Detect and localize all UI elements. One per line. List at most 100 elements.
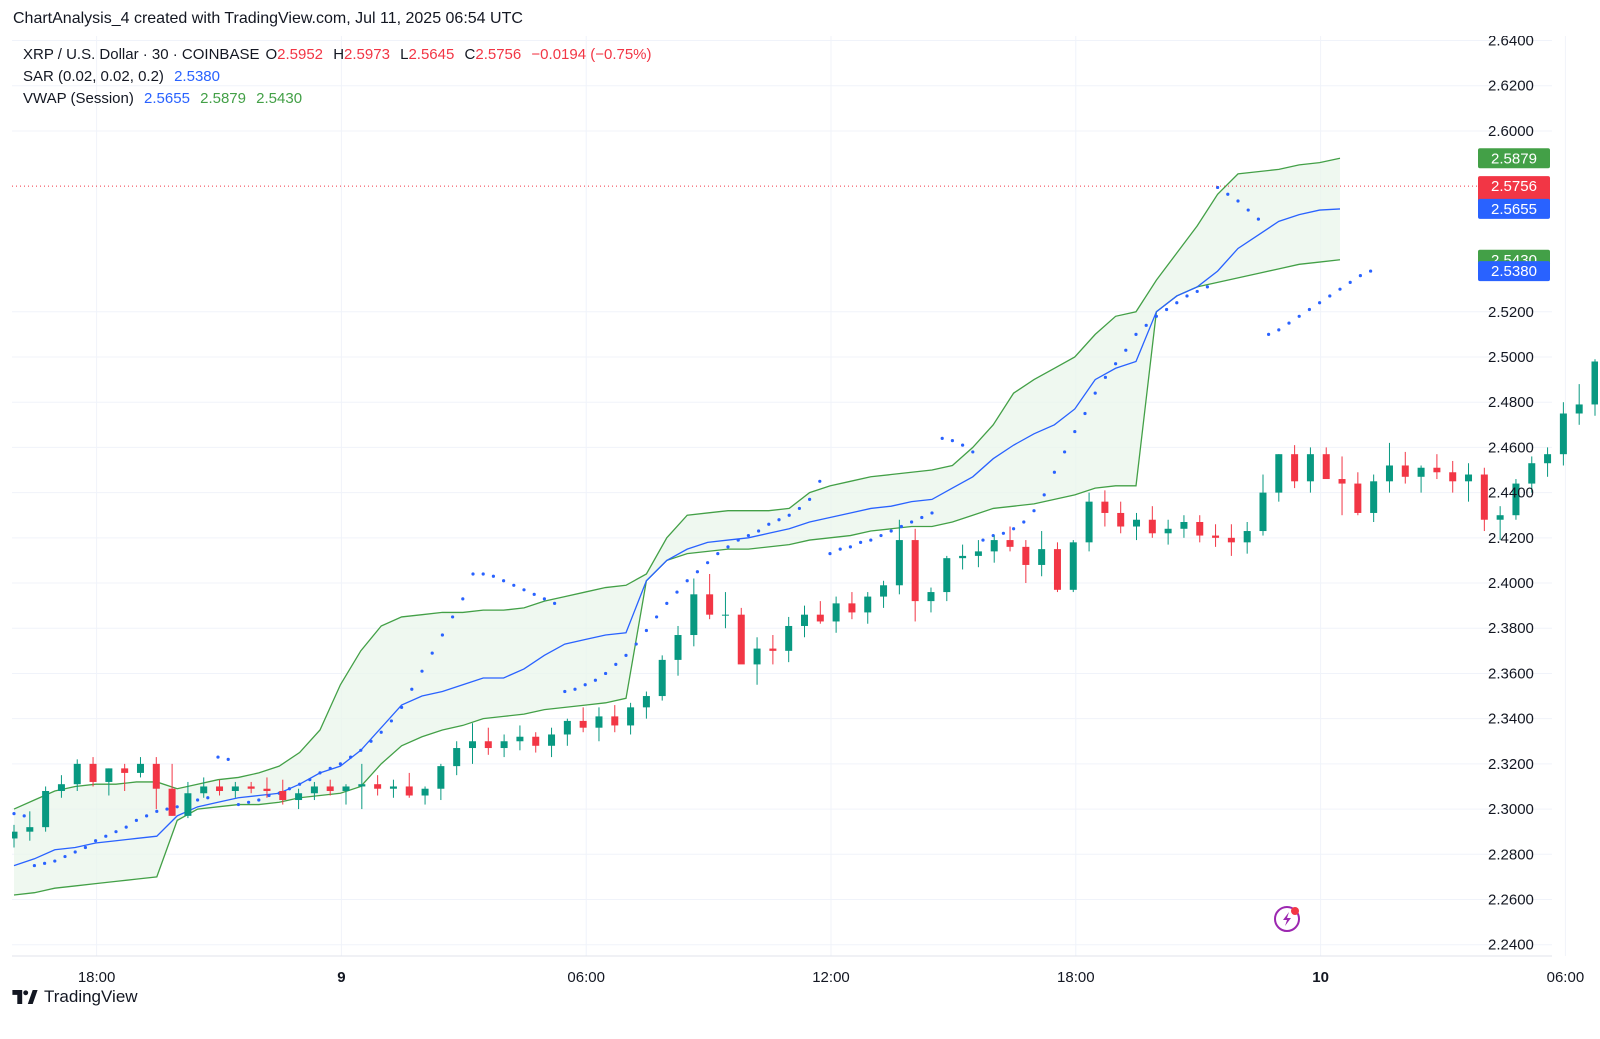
candle-body: [1227, 537, 1235, 543]
price-chart[interactable]: 2.2400 2.2600 2.2800 2.3000 2.3200 2.3400 2.36…: [12, 36, 1598, 996]
candle-body: [263, 788, 271, 791]
sar-dot: [1012, 527, 1016, 531]
candle-body: [468, 741, 476, 749]
sar-dot: [43, 861, 47, 865]
candle-body: [1306, 454, 1314, 482]
candle-body: [1022, 546, 1030, 565]
candle-body: [389, 786, 397, 789]
candle-body: [1196, 521, 1204, 536]
lightning-icon-bolt: [1283, 912, 1291, 926]
price-label-box: [1478, 198, 1550, 219]
candle-body: [1101, 501, 1109, 513]
sar-dot: [338, 762, 342, 766]
sar-dot: [1001, 531, 1006, 535]
candle-body: [1417, 467, 1425, 477]
candle-body: [1433, 467, 1441, 473]
sar-dot: [1297, 314, 1301, 318]
sar-dot: [308, 778, 312, 782]
sar-dot: [1073, 429, 1077, 434]
sar-dot: [695, 570, 700, 574]
candle-body: [1006, 540, 1014, 547]
sar-dot: [12, 811, 16, 816]
sar-dot: [1287, 321, 1291, 325]
candle-body: [548, 734, 556, 746]
sar-dot: [318, 771, 322, 775]
candle-body: [848, 603, 856, 613]
candle-body: [310, 786, 318, 794]
legend-vwap-label: VWAP (Session): [23, 90, 134, 107]
sar-dot: [879, 533, 883, 538]
price-tick-label: 2.3200: [1488, 756, 1534, 773]
candle-body: [1212, 535, 1220, 538]
sar-dot: [787, 513, 791, 517]
sar-dot: [53, 859, 57, 863]
sar-dot: [675, 590, 679, 594]
candle-body: [342, 786, 350, 791]
legend-close-label: C: [464, 46, 476, 63]
sar-dot: [287, 787, 291, 791]
legend-sar-row[interactable]: SAR (0.02, 0.02, 0.2) 2.5380: [23, 66, 658, 88]
sar-dot: [389, 719, 393, 723]
sar-dot: [298, 782, 302, 786]
candle-body: [516, 736, 524, 742]
sar-dot: [410, 687, 414, 691]
sar-dot: [1307, 307, 1311, 312]
candle-body: [737, 614, 745, 665]
candle-body: [1117, 512, 1125, 527]
sar-dot: [155, 809, 159, 813]
legend-ohlc-row[interactable]: XRP / U.S. Dollar · 30 · COINBASE O2.5952…: [23, 44, 658, 66]
legend-close-value: 2.5756: [475, 46, 522, 63]
legend-sar-label: SAR (0.02, 0.02, 0.2): [23, 68, 164, 85]
sar-dot: [1063, 450, 1067, 454]
candle-body: [1069, 542, 1077, 590]
legend-vwap-row[interactable]: VWAP (Session) 2.5655 2.5879 2.5430: [23, 88, 658, 110]
candle-body: [1480, 474, 1488, 520]
sar-dot: [1032, 509, 1036, 513]
sar-dot: [236, 802, 240, 807]
sar-dot: [859, 540, 863, 544]
sar-dot: [216, 755, 220, 759]
sar-dot: [1134, 332, 1138, 336]
sar-dot: [1348, 280, 1352, 284]
sar-dot: [644, 628, 649, 633]
candle-body: [374, 784, 382, 789]
candle-body: [658, 659, 666, 697]
sar-dot: [226, 757, 230, 761]
sar-dot: [1052, 470, 1056, 474]
candle-body: [1275, 454, 1283, 493]
candle-body: [579, 720, 587, 728]
chart-frame[interactable]: 2.2400 2.2600 2.2800 2.3000 2.3200 2.3400 2.36…: [12, 36, 1598, 996]
candle-body: [895, 540, 903, 586]
candle-body: [1385, 465, 1393, 482]
price-tick-label: 2.3000: [1488, 801, 1534, 818]
sar-dot: [716, 552, 720, 556]
candle-body: [563, 720, 571, 735]
candle-body: [595, 716, 603, 728]
sar-dot: [1103, 375, 1107, 379]
time-tick-label: 9: [337, 969, 345, 986]
sar-dot: [950, 439, 955, 443]
legend-low-value: 2.5645: [408, 46, 455, 63]
tradingview-logo-icon: [12, 990, 38, 1004]
candle-body: [721, 614, 729, 616]
sar-dot: [1124, 348, 1128, 352]
sar-dot: [1165, 307, 1169, 312]
sar-dot: [665, 601, 669, 605]
sar-dot: [1318, 301, 1322, 305]
sar-dot: [1277, 328, 1281, 332]
legend-open-value: 2.5952: [277, 46, 324, 63]
candle-body: [326, 786, 334, 791]
candle-body: [1180, 521, 1188, 529]
sar-dot: [1175, 301, 1179, 305]
candle-body: [753, 648, 761, 665]
sar-dot: [1144, 323, 1148, 327]
sar-dot: [196, 798, 200, 802]
sar-dot: [1256, 217, 1260, 221]
legend-symbol: XRP / U.S. Dollar · 30 · COINBASE: [23, 46, 260, 63]
price-tick-label: 2.3400: [1488, 711, 1534, 728]
sar-dot: [1083, 411, 1087, 416]
price-tick-label: 2.4200: [1488, 530, 1534, 547]
tradingview-footer[interactable]: TradingView: [12, 987, 138, 1007]
sar-dot: [165, 807, 169, 811]
sar-dot: [757, 529, 761, 533]
